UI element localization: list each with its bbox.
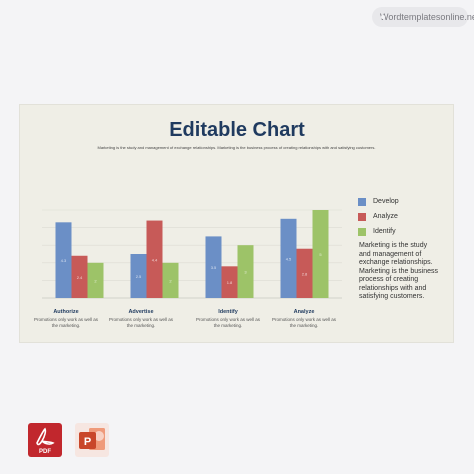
slide-subtitle: Marketing is the study and management of… [97,145,376,150]
pdf-file-icon[interactable]: PDF [28,423,62,457]
legend-swatch-develop [358,197,366,206]
bar-analyze-authorize [71,255,88,298]
bar-data-label: 2 [169,278,172,283]
slide-title: Editable Chart [169,119,305,141]
legend-label-develop: Develop [373,198,399,205]
category-advertise: Advertise Promotions only work as well a… [106,309,176,328]
powerpoint-file-icon[interactable]: P [75,423,109,457]
bar-develop-authorize [55,222,72,298]
slide-description: Marketing is the study and management of… [359,242,438,300]
bar-data-label: 2.8 [302,271,308,276]
legend-item-analyze: Analyze [358,209,399,224]
bar-data-label: 2 [94,278,97,283]
bar-data-label: 4.5 [286,256,292,261]
category-description: Promotions only work as well as the mark… [108,317,174,328]
category-title: Analyze [293,309,315,315]
category-title: Authorize [53,309,79,315]
bar-data-label: 3 [244,270,247,275]
bar-analyze-identify [221,266,238,298]
bar-data-label: 2.5 [136,274,142,279]
legend-label-analyze: Analyze [373,213,398,220]
watermark-text: Wordtemplatesonline.net [380,12,474,22]
bar-develop-identify [205,236,222,298]
chart-legend: Develop Analyze Identify [358,194,399,239]
bar-data-label: 4.4 [152,257,158,262]
pdf-glyph-icon: PDF [36,427,55,455]
legend-swatch-analyze [358,212,366,221]
bar-data-label: 4.3 [61,258,67,263]
legend-item-identify: Identify [358,224,399,239]
category-description: Promotions only work as well as the mark… [195,317,261,328]
pdf-label: PDF [39,449,51,455]
legend-swatch-identify [358,227,366,236]
powerpoint-glyph-icon: P [79,428,105,450]
bar-develop-advertise [130,254,147,298]
bar-develop-analyze [280,218,297,298]
bar-analyze-analyze [296,248,313,298]
legend-item-develop: Develop [358,194,399,209]
category-identify: Identify Promotions only work as well as… [193,309,263,328]
bar-data-label: 3.5 [211,265,217,270]
category-analyze: Analyze Promotions only work as well as … [269,309,339,328]
category-title: Advertise [128,309,154,315]
bar-data-label: 2.4 [77,275,83,280]
bar-data-label: 1.8 [227,280,233,285]
slide-card [19,104,454,343]
bar-identify-advertise [162,262,179,298]
bar-identify-analyze [312,210,329,298]
category-authorize: Authorize Promotions only work as well a… [31,309,101,328]
powerpoint-label: P [84,436,91,448]
bar-identify-authorize [87,262,104,298]
category-description: Promotions only work as well as the mark… [271,317,337,328]
bar-identify-identify [237,245,254,298]
category-description: Promotions only work as well as the mark… [33,317,99,328]
watermark-badge: Wordtemplatesonline.net [372,7,474,27]
bar-analyze-advertise [146,220,163,298]
bar-data-label: 5 [319,252,322,257]
legend-label-identify: Identify [373,228,396,235]
category-title: Identify [218,309,238,315]
